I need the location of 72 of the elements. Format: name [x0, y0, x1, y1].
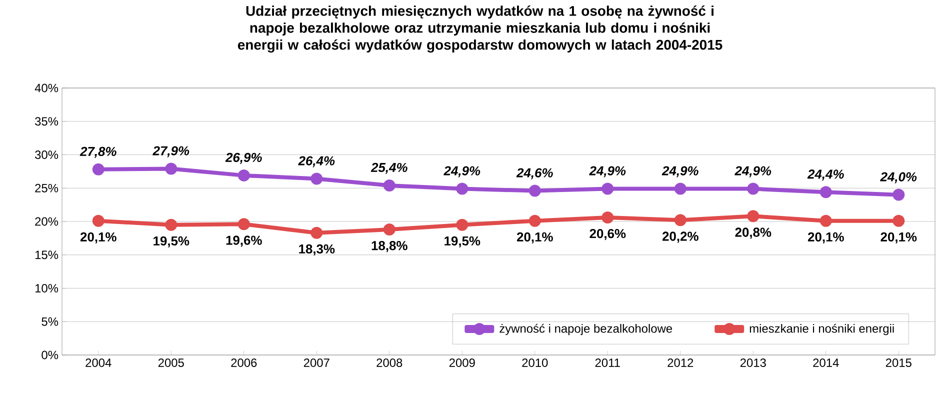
data-label: 19,5% [444, 236, 480, 248]
x-tick-label: 2007 [304, 358, 330, 367]
data-label: 26,9% [225, 152, 262, 164]
y-tick-label: 20% [35, 217, 58, 226]
x-tick-label: 2014 [813, 358, 839, 367]
x-tick-label: 2005 [158, 358, 184, 367]
point [383, 224, 396, 236]
data-label: 20,6% [590, 229, 626, 240]
point [674, 182, 686, 195]
x-tick-label: 2004 [86, 358, 112, 367]
x-tick-label: 2013 [740, 358, 766, 367]
point [310, 226, 323, 239]
y-tick-label: 35% [35, 117, 58, 126]
point [456, 218, 468, 231]
point [165, 162, 178, 175]
y-tick-label: 40% [34, 84, 58, 92]
legend-label: żywność i napoje bezalkoholowe [500, 324, 672, 336]
point [92, 163, 104, 176]
point [747, 182, 760, 195]
point [92, 214, 104, 227]
data-label: 26,4% [298, 156, 335, 168]
x-tick-label: 2012 [668, 358, 694, 367]
y-tick-label: 15% [35, 250, 58, 260]
y-tick-label: 0% [42, 350, 58, 360]
chart-title: Udział przeciętnych miesięcznych wydatków na 1 osobę na żywność i napoje bezalkholowe oraz utrzymanie mieszkania lub domu i nośniki energii w całości wydatków gospodarstw domowych w latach 2004-2015 [238, 6, 722, 53]
point [383, 179, 396, 192]
data-label: 24,6% [516, 168, 553, 180]
data-label: 20,1% [880, 232, 917, 244]
data-label: 20,1% [808, 232, 844, 244]
x-tick-label: 2008 [376, 358, 402, 367]
point [674, 214, 686, 226]
y-tick-label: 30% [35, 150, 58, 159]
point [602, 211, 614, 224]
y-tick-label: 5% [42, 317, 58, 326]
point [310, 172, 323, 185]
data-label: 18,8% [372, 241, 408, 252]
data-label: 24,9% [734, 166, 772, 178]
x-tick-label: 2015 [886, 358, 912, 367]
data-label: 18,3% [299, 244, 335, 256]
point [892, 214, 905, 227]
point [892, 188, 905, 201]
point [528, 214, 541, 227]
data-label: 24,9% [662, 166, 698, 178]
data-label: 24,0% [880, 172, 917, 184]
point [820, 186, 832, 198]
point [165, 218, 178, 231]
point [820, 214, 832, 227]
point [528, 184, 541, 197]
x-tick-label: 2011 [595, 358, 620, 367]
data-label: 20,1% [80, 232, 116, 244]
data-label: 19,6% [226, 236, 262, 247]
point [747, 210, 760, 222]
data-label: 24,9% [589, 166, 626, 178]
y-tick-label: 25% [35, 184, 58, 192]
data-label: 24,9% [444, 166, 480, 178]
legend-label: mieszkanie i nośniki energii [750, 324, 894, 336]
data-label: 20,2% [662, 232, 698, 243]
point [238, 218, 250, 230]
data-label: 25,4% [370, 162, 408, 174]
point [238, 169, 250, 182]
point [602, 182, 614, 195]
y-tick-label: 10% [35, 284, 58, 292]
data-label: 27,9% [152, 146, 190, 158]
data-label: 19,5% [154, 236, 190, 248]
data-label: 20,1% [516, 232, 553, 244]
point [456, 182, 468, 195]
data-label: 20,8% [735, 228, 772, 239]
x-tick-label: 2009 [449, 358, 475, 367]
x-tick-label: 2006 [231, 358, 257, 367]
x-tick-label: 2010 [522, 358, 548, 367]
data-label: 24,4% [807, 170, 844, 181]
data-label: 27,8% [80, 146, 116, 158]
